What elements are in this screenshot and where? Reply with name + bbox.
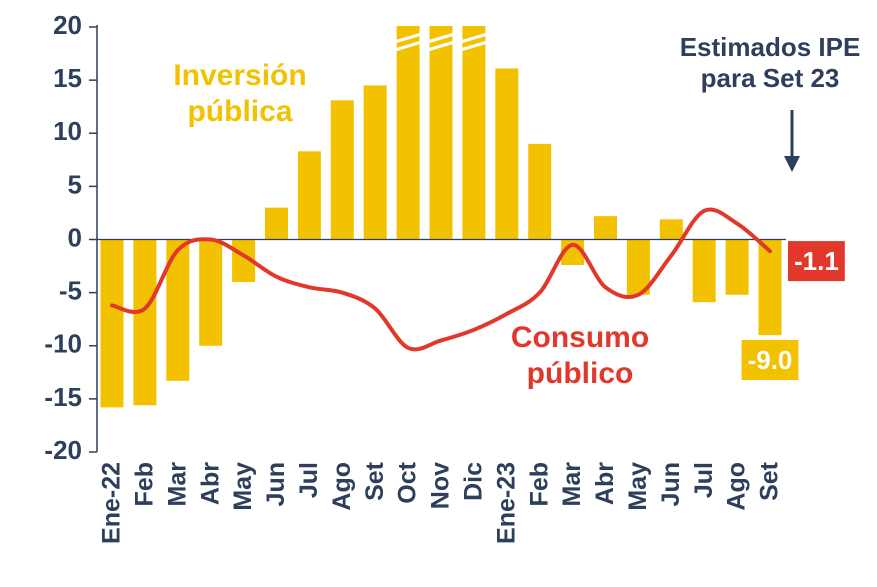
x-tick-label: Ago <box>328 462 356 511</box>
bar <box>166 239 190 381</box>
x-tick-label: Jun <box>657 462 685 506</box>
x-tick-label: Mar <box>163 462 191 507</box>
x-tick-label: Jul <box>295 462 323 498</box>
bar <box>297 151 321 240</box>
y-tick-label: -10 <box>44 329 82 359</box>
axis-break <box>459 32 488 44</box>
x-tick-label: Ene-23 <box>492 462 520 544</box>
value-label-box <box>741 340 799 380</box>
bar <box>330 100 354 240</box>
bar-series-label: Inversión pública <box>173 59 307 128</box>
line <box>110 207 772 352</box>
axis-break <box>394 32 423 44</box>
x-tick-label: Dic <box>460 462 488 501</box>
x-tick-label: Ene-22 <box>98 462 126 544</box>
axis-break <box>394 40 423 52</box>
bar <box>363 85 387 240</box>
y-tick-label: 5 <box>68 169 82 199</box>
bar <box>626 239 650 295</box>
y-tick-label: 10 <box>53 116 82 146</box>
axis-break <box>459 40 488 52</box>
bar <box>100 239 124 408</box>
x-tick-label: Abr <box>591 462 619 505</box>
x-tick-label: May <box>624 462 652 511</box>
x-tick-label: Abr <box>196 462 224 505</box>
y-tick-label: 0 <box>68 222 82 252</box>
y-tick-label: 15 <box>53 63 82 93</box>
bar <box>725 239 749 295</box>
x-tick-label: Oct <box>394 461 422 503</box>
value-label: -1.1 <box>794 246 839 276</box>
x-tick-label: Jul <box>690 462 718 498</box>
x-tick-label: Nov <box>427 462 455 509</box>
bar <box>528 143 552 240</box>
axis-break <box>427 40 455 52</box>
x-tick-label: Set <box>361 461 389 501</box>
x-tick-label: Feb <box>525 462 553 506</box>
annotation: Estimados IPE para Set 23 <box>679 32 861 94</box>
y-tick-label: -5 <box>59 276 82 306</box>
bar <box>133 239 157 406</box>
x-tick-label: Ago <box>723 462 751 511</box>
x-tick-label: Feb <box>131 462 159 506</box>
bar <box>396 26 420 240</box>
bar <box>429 26 453 240</box>
y-tick-label: -15 <box>44 382 82 412</box>
bar <box>495 68 519 240</box>
value-label: -9.0 <box>748 345 793 375</box>
plot-area <box>100 26 782 408</box>
value-label-box <box>788 241 845 282</box>
y-tick-label: 20 <box>53 10 82 40</box>
bar <box>594 216 617 240</box>
bar <box>265 207 288 240</box>
bar <box>659 219 683 240</box>
bar <box>692 239 716 303</box>
value-label-group: -1.1 <box>788 241 845 282</box>
x-tick-label: Set <box>756 461 784 501</box>
arrow-head <box>784 156 800 172</box>
bar <box>758 239 782 336</box>
x-tick-label: Mar <box>558 462 586 507</box>
x-tick-label: Jun <box>262 462 290 506</box>
x-tick-label: May <box>229 462 257 511</box>
bar <box>462 26 486 240</box>
bar <box>199 239 223 346</box>
axis-break <box>427 32 455 44</box>
y-tick-label: -20 <box>44 435 82 465</box>
line-series-label: Consumo público <box>510 321 650 390</box>
value-label-group: -9.0 <box>741 340 799 380</box>
